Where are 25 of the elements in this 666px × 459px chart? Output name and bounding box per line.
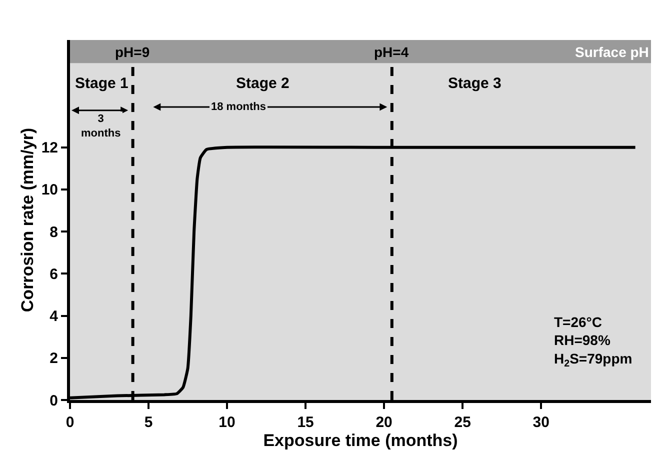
annotation: 3 months xyxy=(81,113,121,140)
x-tick-label: 25 xyxy=(454,414,471,431)
annotation: Stage 1 xyxy=(75,75,128,92)
annotation: T=26°C RH=98% H$_{2}$S=79ppm xyxy=(554,314,632,370)
y-tick-label: 2 xyxy=(50,350,58,368)
x-tick-label: 0 xyxy=(66,414,74,431)
annotation: pH=4 xyxy=(374,44,409,60)
x-tick-label: 20 xyxy=(376,414,392,431)
annotation: Stage 3 xyxy=(448,75,502,92)
annotation: pH=9 xyxy=(115,44,150,60)
y-axis-title: Corrosion rate (mm/yr) xyxy=(18,128,37,312)
x-axis-title: Exposure time (months) xyxy=(263,431,458,450)
annotation: Stage 2 xyxy=(236,75,290,92)
annotation: 18 months xyxy=(211,101,266,113)
y-tick-label: 0 xyxy=(50,392,58,410)
y-tick-label: 10 xyxy=(41,182,58,199)
y-tick-label: 4 xyxy=(50,308,59,326)
x-tick-label: 5 xyxy=(144,414,153,431)
band-label: Surface pH xyxy=(575,44,649,60)
y-tick-label: 6 xyxy=(50,266,58,283)
x-tick-label: 30 xyxy=(532,414,550,431)
x-tick-label: 15 xyxy=(297,414,314,431)
y-tick-label: 12 xyxy=(41,140,58,157)
y-tick-label: 8 xyxy=(50,224,58,241)
x-tick-label: 10 xyxy=(218,414,236,431)
